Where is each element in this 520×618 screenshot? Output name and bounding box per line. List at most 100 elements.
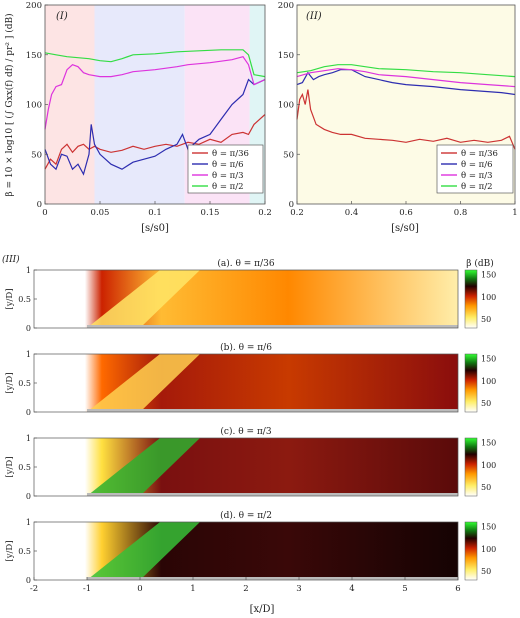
heatmap-y-tick-label: 0.5 <box>18 379 31 388</box>
heatmap-x-tick-label: 1 <box>190 584 195 594</box>
heatmap-x-tick-label: 4 <box>349 584 354 594</box>
colorbar-tick-label: 150 <box>481 438 496 447</box>
panel-i: 0 0.05 0.1 0.15 0.2 0 50 100 150 200 (I) [s/s0] β… <box>4 1 272 234</box>
panel-i-label: (I) <box>56 11 68 22</box>
y-tick-label: 0 <box>37 200 42 210</box>
series-line <box>296 89 516 150</box>
heatmap-y-tick-label: 0 <box>26 408 31 417</box>
x-tick-label: 0.2 <box>258 208 272 218</box>
heatmap-y-tick-label: 0 <box>26 324 31 333</box>
colorbar-tick-label: 50 <box>481 483 491 492</box>
heatmap-x-tick-label: 2 <box>243 584 248 594</box>
heatmap-y-tick-label: 0.5 <box>18 547 31 556</box>
wall-strip <box>87 409 458 412</box>
series-line <box>44 49 266 78</box>
colorbar <box>464 353 478 413</box>
shock-region <box>87 438 200 496</box>
colorbar-tick-label: 100 <box>481 293 496 302</box>
series-line <box>44 56 266 130</box>
heatmap-title: (a). θ = π/36 <box>217 258 274 269</box>
heatmap-subplot: (d). θ = π/2 0 0.5 1 [y/D] 50 100 150 <box>5 510 496 585</box>
colorbar-tick-label: 50 <box>481 315 491 324</box>
wall-strip <box>87 577 458 580</box>
x-tick-label: 0.15 <box>201 208 220 218</box>
panel-i-series-group <box>44 49 266 176</box>
colorbar-label: β (dB) <box>466 258 493 269</box>
y-tick-label: 100 <box>278 101 294 111</box>
x-tick-label: 0.4 <box>345 208 359 218</box>
series-line <box>296 68 516 88</box>
heatmap-x-tick-label: -1 <box>83 584 91 594</box>
background-band <box>94 5 185 204</box>
heatmap-y-tick-label: 1 <box>26 266 31 275</box>
heatmap-x-tick-label: -2 <box>30 584 38 594</box>
panel-i-legend: θ = π/36θ = π/6θ = π/3θ = π/2 <box>187 144 264 194</box>
colorbar <box>464 269 478 329</box>
heatmap-subplot: (b). θ = π/6 0 0.5 1 [y/D] 50 100 150 <box>5 342 496 417</box>
colorbar-tick-label: 50 <box>481 567 491 576</box>
heatmap-field <box>34 270 458 328</box>
colorbar-tick-label: 150 <box>481 522 496 531</box>
heatmap-y-tick-label: 0.5 <box>18 295 31 304</box>
panel-ii-ticks: 0.2 0.4 0.6 0.8 1 0 50 100 150 200 <box>278 1 518 218</box>
x-tick-label: 0.2 <box>290 208 304 218</box>
series-line <box>44 114 266 170</box>
panel-i-xlabel: [s/s0] <box>141 223 169 234</box>
heatmap-x-tick-label: 5 <box>402 584 407 594</box>
x-tick-label: 0.1 <box>148 208 162 218</box>
panel-ii-legend: θ = π/36θ = π/6θ = π/3θ = π/2 <box>436 144 514 194</box>
y-tick-label: 200 <box>278 1 294 11</box>
y-tick-label: 50 <box>31 150 42 160</box>
x-tick-label: 0.05 <box>91 208 110 218</box>
heatmap-x-tick-label: 3 <box>296 584 301 594</box>
panel-iii-label: (III) <box>2 254 20 265</box>
legend-entry: θ = π/2 <box>461 182 493 192</box>
panel-iii-xticks: -2 -1 0 1 2 3 4 5 6 <box>30 577 461 594</box>
colorbar-tick-label: 100 <box>481 545 496 554</box>
y-tick-label: 0 <box>289 200 294 210</box>
panel-ii: 0.2 0.4 0.6 0.8 1 0 50 100 150 200 (II) [s/s0] θ … <box>278 1 518 234</box>
heatmap-ylabel: [y/D] <box>5 540 15 561</box>
legend-entry: θ = π/6 <box>461 160 493 170</box>
colorbar <box>464 437 478 497</box>
heatmap-y-tick-label: 1 <box>26 350 31 359</box>
series-line <box>44 78 266 176</box>
colorbar-tick-label: 100 <box>481 461 496 470</box>
x-tick-label: 0.6 <box>399 208 413 218</box>
x-tick-label: 1 <box>512 208 517 218</box>
shock-region <box>87 522 200 580</box>
shock-region <box>87 354 200 412</box>
colorbar-tick-label: 150 <box>481 270 496 279</box>
series-line <box>296 69 516 96</box>
wall-strip <box>87 493 458 496</box>
panel-ii-series-group <box>296 64 516 150</box>
heatmap-x-tick-label: 6 <box>455 584 460 594</box>
heatmap-ylabel: [y/D] <box>5 372 15 393</box>
heatmap-y-tick-label: 1 <box>26 518 31 527</box>
shock-region <box>87 270 200 328</box>
heatmap-subplot: (c). θ = π/3 0 0.5 1 [y/D] 50 100 150 <box>5 426 496 501</box>
x-tick-label: 0 <box>42 208 47 218</box>
colorbar-tick-label: 50 <box>481 399 491 408</box>
heatmap-y-tick-label: 0 <box>26 576 31 585</box>
panel-i-ticks: 0 0.05 0.1 0.15 0.2 0 50 100 150 200 <box>26 1 272 218</box>
series-line <box>296 64 516 78</box>
heatmap-ylabel: [y/D] <box>5 456 15 477</box>
heatmap-field <box>34 354 458 412</box>
colorbar-tick-label: 150 <box>481 354 496 363</box>
y-tick-label: 50 <box>283 150 294 160</box>
wall-strip <box>87 325 458 328</box>
heatmap-x-tick-label: 0 <box>137 584 142 594</box>
legend-entry: θ = π/36 <box>461 149 498 159</box>
heatmap-y-tick-label: 1 <box>26 434 31 443</box>
panel-iii-xlabel: [x/D] <box>250 604 275 615</box>
heatmap-field <box>34 438 458 496</box>
y-tick-label: 150 <box>278 51 294 61</box>
y-tick-label: 100 <box>26 101 42 111</box>
legend-entry: θ = π/36 <box>212 149 249 159</box>
legend-entry: θ = π/2 <box>212 182 244 192</box>
